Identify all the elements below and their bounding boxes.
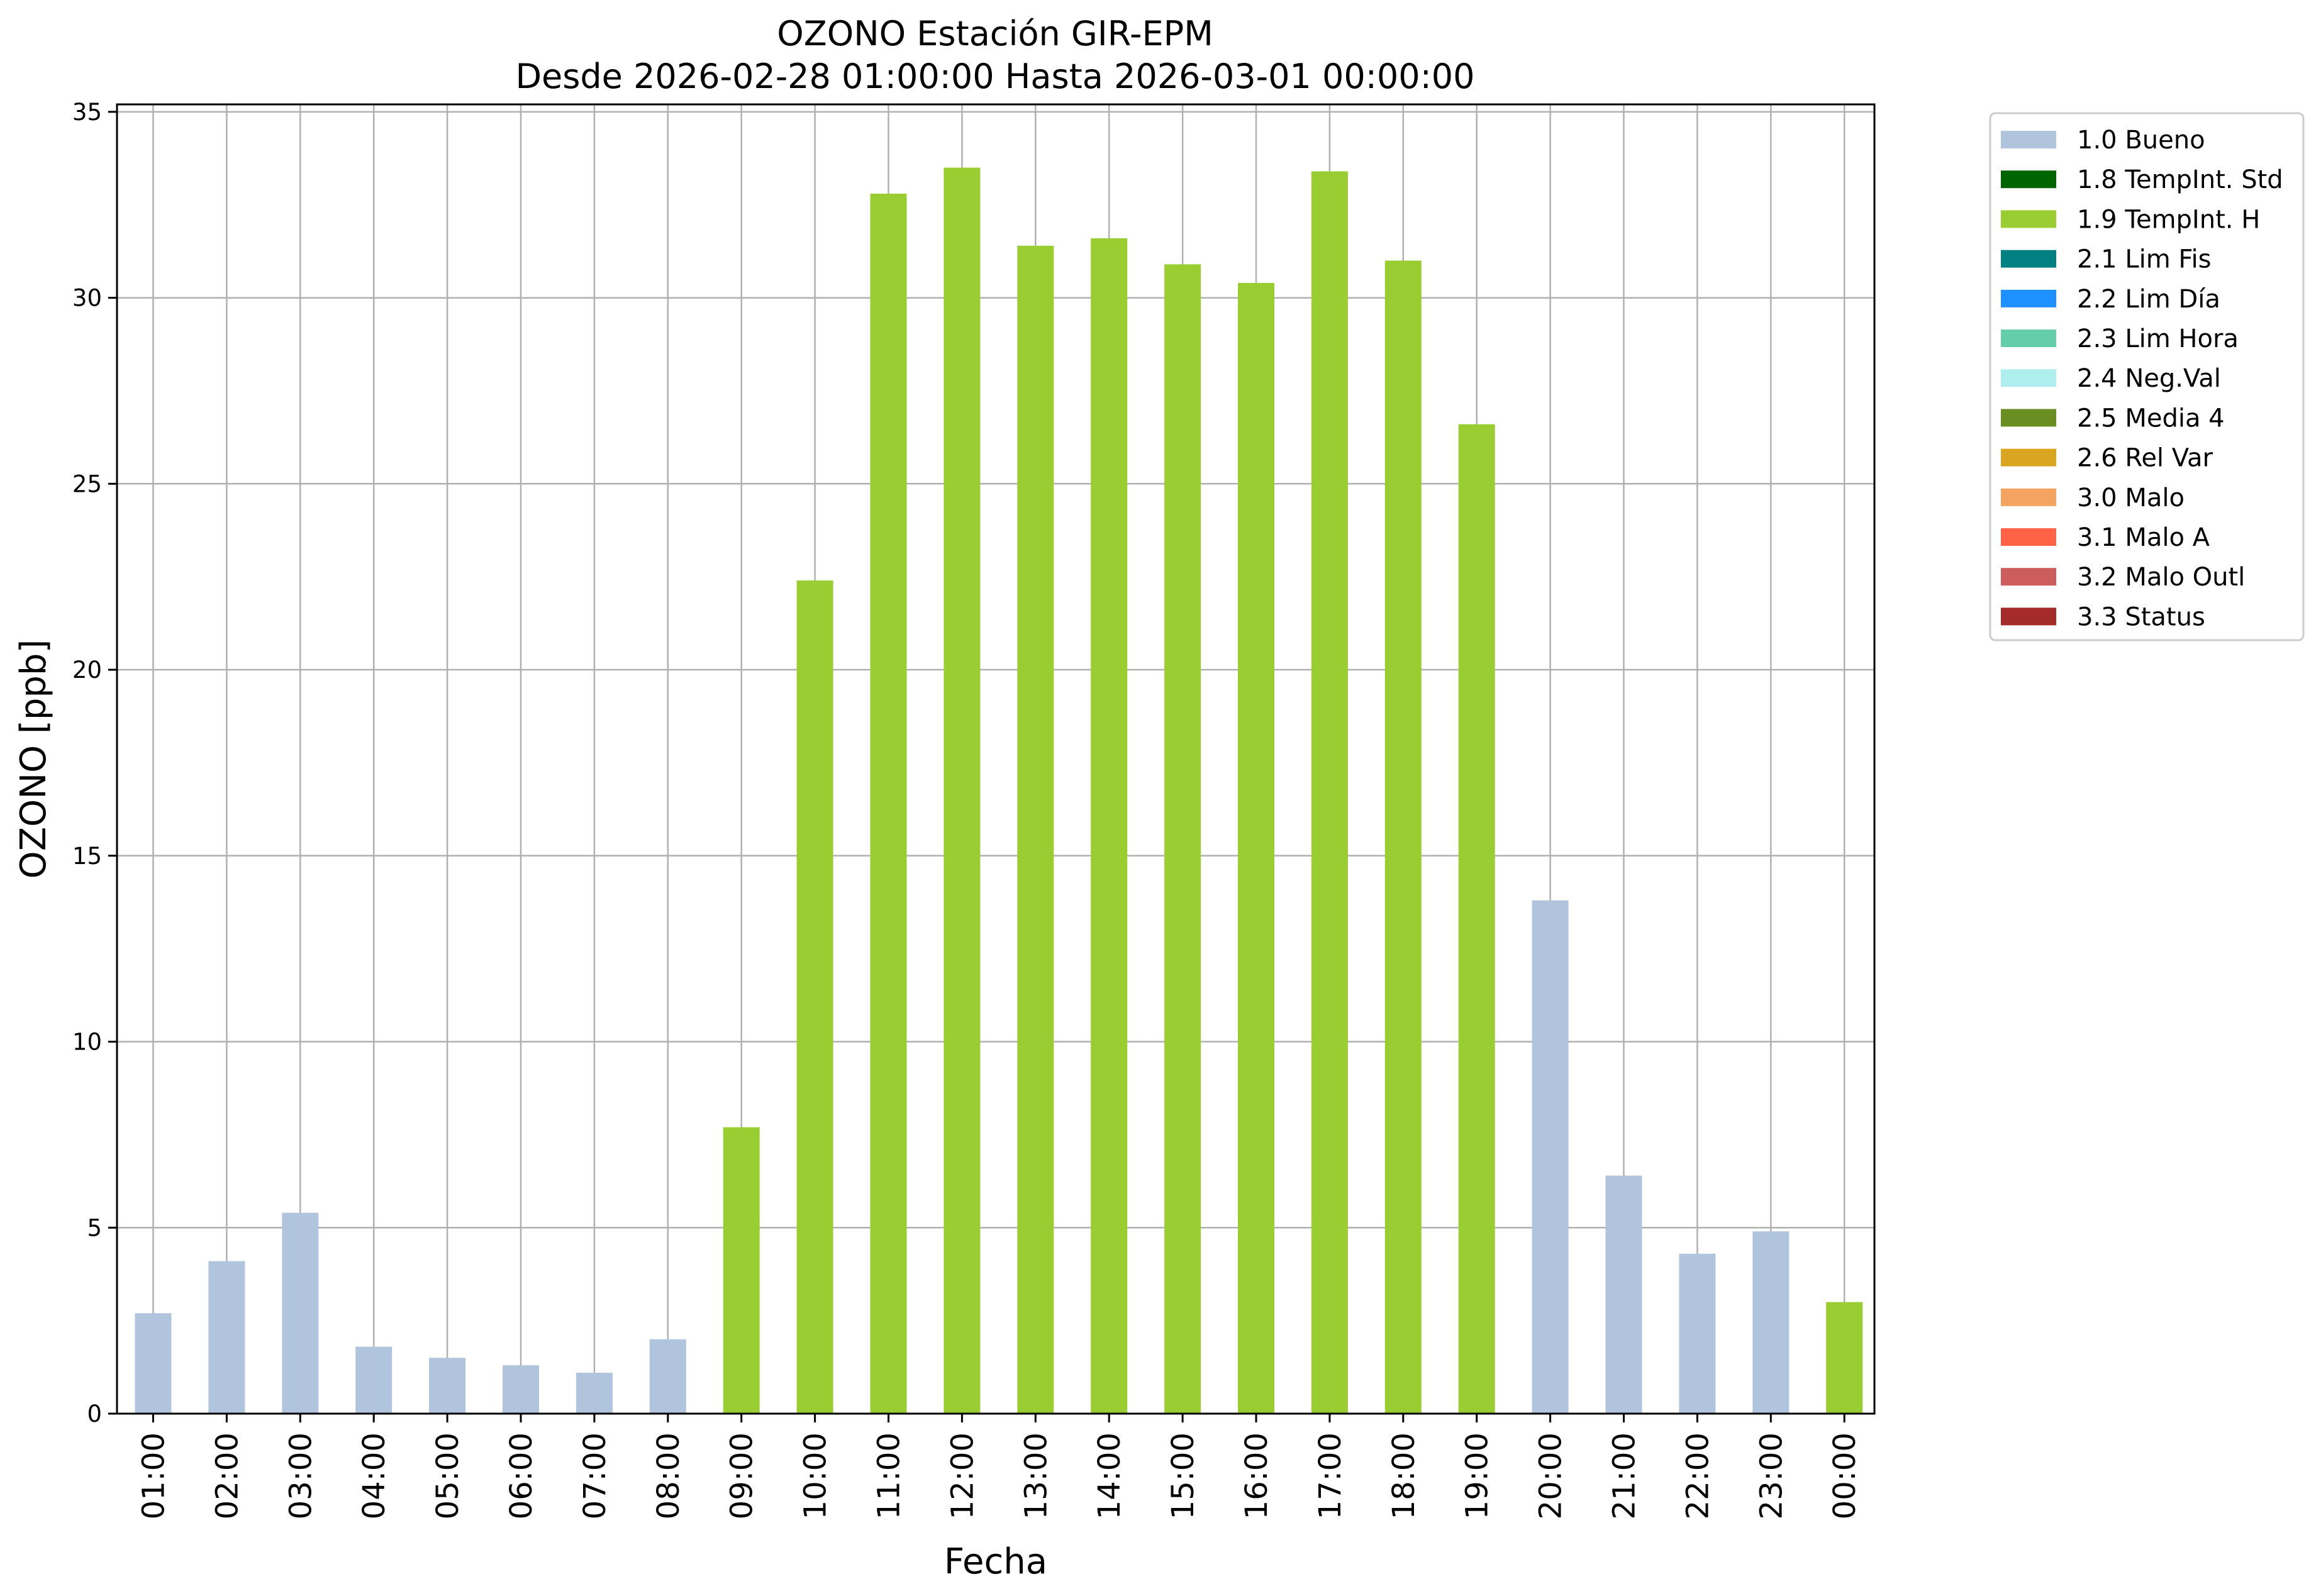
x-tick-label: 15:00 [1166, 1433, 1201, 1519]
bar [1017, 245, 1054, 1414]
x-tick-label: 23:00 [1754, 1433, 1789, 1519]
x-tick-label: 07:00 [577, 1433, 613, 1519]
x-tick-label: 10:00 [798, 1433, 833, 1519]
legend-label: 3.3 Status [2077, 602, 2205, 631]
legend-swatch [2001, 528, 2056, 546]
legend-label: 1.0 Bueno [2077, 126, 2205, 155]
plot-frame [116, 103, 1876, 1415]
legend-swatch [2001, 607, 2056, 626]
bar [723, 1127, 760, 1414]
bar [1164, 264, 1201, 1414]
y-tick-label: 20 [72, 657, 102, 684]
bar [944, 167, 981, 1414]
legend-swatch [2001, 369, 2056, 387]
legend-swatch [2001, 330, 2056, 347]
bar [1384, 260, 1422, 1414]
x-axis-ticks: 01:00 02:00 03:00 04:00 05:00 06:00 07:00 08:00… [136, 1414, 1862, 1519]
chart-title: OZONO Estación GIR-EPM [777, 14, 1213, 53]
legend-swatch [2001, 409, 2056, 427]
legend-swatch [2001, 448, 2056, 467]
x-tick-label: 01:00 [136, 1433, 172, 1519]
x-tick-label: 04:00 [357, 1433, 392, 1519]
bar [1679, 1253, 1716, 1414]
y-tick-label: 10 [72, 1029, 102, 1056]
y-axis-label: OZONO [ppb] [13, 640, 54, 879]
x-tick-label: 21:00 [1607, 1433, 1642, 1519]
bar [1311, 171, 1348, 1414]
bar [796, 580, 833, 1414]
bar [429, 1358, 466, 1414]
legend-swatch [2001, 170, 2056, 189]
legend-swatch [2001, 210, 2056, 228]
bar [503, 1365, 539, 1414]
bar [282, 1212, 319, 1414]
bar [1091, 238, 1128, 1414]
x-tick-label: 22:00 [1680, 1433, 1715, 1519]
bar [1826, 1302, 1863, 1414]
x-tick-label: 03:00 [283, 1433, 318, 1519]
x-tick-label: 00:00 [1827, 1433, 1862, 1519]
legend-swatch [2001, 289, 2056, 308]
y-tick-label: 15 [72, 843, 102, 870]
x-tick-label: 14:00 [1092, 1433, 1127, 1519]
legend-swatch [2001, 488, 2056, 506]
y-tick-label: 35 [72, 99, 102, 126]
x-axis-label: Fecha [944, 1541, 1047, 1582]
bar [870, 193, 907, 1414]
x-tick-label: 13:00 [1018, 1433, 1054, 1519]
x-tick-label: 16:00 [1239, 1433, 1274, 1519]
legend-label: 1.8 TempInt. Std [2077, 165, 2283, 194]
legend-label: 2.4 Neg.Val [2077, 364, 2221, 393]
bar [135, 1313, 172, 1414]
chart-subtitle: Desde 2026-02-28 01:00:00 Hasta 2026-03-… [515, 57, 1474, 96]
legend-swatch [2001, 250, 2056, 268]
legend: 1.0 Bueno 1.8 TempInt. Std 1.9 TempInt. H 2… [1989, 112, 2305, 641]
bar [649, 1339, 686, 1414]
legend-label: 1.9 TempInt. H [2077, 205, 2260, 234]
bar [576, 1372, 613, 1414]
x-tick-label: 09:00 [725, 1433, 760, 1519]
bar [208, 1261, 245, 1414]
x-tick-label: 18:00 [1386, 1433, 1422, 1519]
legend-swatch [2001, 568, 2056, 586]
bar [1605, 1175, 1642, 1414]
y-axis-ticks: 0 5 10 15 20 25 30 35 [72, 99, 117, 1427]
bar [1752, 1231, 1790, 1414]
bar [355, 1346, 392, 1414]
x-tick-label: 02:00 [209, 1433, 245, 1519]
legend-label: 3.1 Malo A [2077, 523, 2210, 552]
legend-label: 3.2 Malo Outl [2077, 563, 2245, 592]
legend-label: 2.5 Media 4 [2077, 404, 2225, 433]
x-tick-label: 11:00 [872, 1433, 907, 1519]
legend-label: 2.6 Rel Var [2077, 444, 2213, 473]
y-tick-label: 0 [87, 1400, 102, 1427]
y-tick-label: 30 [72, 285, 102, 312]
x-tick-label: 06:00 [504, 1433, 539, 1519]
bar [1458, 424, 1495, 1414]
y-tick-label: 25 [72, 470, 102, 497]
x-tick-label: 17:00 [1313, 1433, 1348, 1519]
legend-frame [1989, 112, 2305, 641]
bars [135, 167, 1863, 1414]
y-tick-label: 5 [87, 1214, 102, 1241]
legend-label: 2.1 Lim Fis [2077, 245, 2211, 274]
legend-label: 2.2 Lim Día [2077, 285, 2220, 314]
bar [1238, 282, 1274, 1414]
bar [1532, 900, 1569, 1414]
x-tick-label: 19:00 [1460, 1433, 1495, 1519]
x-tick-label: 05:00 [430, 1433, 465, 1519]
legend-label: 3.0 Malo [2077, 484, 2185, 513]
x-tick-label: 08:00 [651, 1433, 686, 1519]
x-tick-label: 20:00 [1534, 1433, 1569, 1519]
x-tick-label: 12:00 [945, 1433, 980, 1519]
legend-label: 2.3 Lim Hora [2077, 324, 2239, 353]
legend-swatch [2001, 131, 2056, 148]
